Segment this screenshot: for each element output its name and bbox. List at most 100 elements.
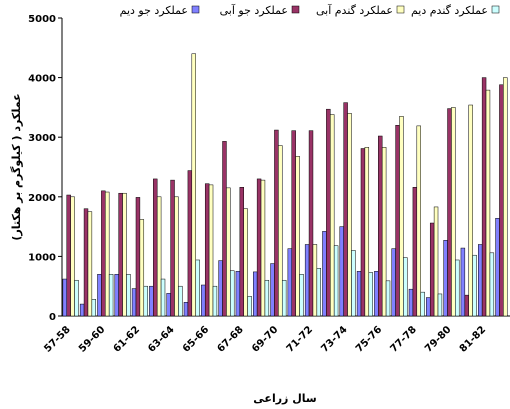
bar bbox=[395, 125, 400, 317]
legend-label: عملکرد گندم آبی bbox=[316, 3, 393, 17]
bar bbox=[495, 218, 500, 317]
bar bbox=[170, 179, 175, 317]
bar bbox=[114, 274, 119, 317]
bar bbox=[149, 285, 154, 317]
bar bbox=[429, 222, 435, 317]
x-tick-label: 61-62 bbox=[112, 324, 142, 354]
legend-swatch bbox=[491, 5, 500, 14]
bar bbox=[299, 274, 304, 317]
x-tick-label: 57-58 bbox=[42, 324, 72, 354]
x-tick-label: 75-76 bbox=[354, 324, 384, 354]
bar bbox=[87, 211, 93, 317]
legend-label: عملکرد جو دیم bbox=[120, 4, 188, 17]
bar bbox=[278, 145, 283, 317]
bar bbox=[478, 244, 483, 317]
bar bbox=[291, 130, 296, 317]
bar bbox=[118, 192, 123, 317]
bar bbox=[408, 288, 414, 317]
bar bbox=[126, 274, 131, 317]
bar bbox=[260, 179, 266, 317]
bar bbox=[503, 77, 508, 317]
bar bbox=[374, 271, 379, 317]
x-tick-label: 69-70 bbox=[250, 324, 280, 354]
bar bbox=[218, 260, 223, 317]
bar bbox=[304, 244, 310, 317]
bar bbox=[191, 53, 196, 317]
bar bbox=[264, 279, 270, 317]
bar bbox=[101, 190, 106, 317]
bar bbox=[66, 194, 71, 317]
bar bbox=[62, 278, 68, 317]
bar bbox=[455, 259, 460, 317]
bar bbox=[412, 187, 418, 317]
bar bbox=[312, 244, 318, 317]
bar bbox=[183, 302, 189, 317]
bar bbox=[160, 278, 166, 317]
bar bbox=[131, 288, 137, 317]
y-axis-title: عملکرد ( کیلوگرم بر هکتار) bbox=[10, 93, 23, 240]
bar bbox=[208, 184, 214, 317]
bar bbox=[74, 279, 79, 317]
x-tick-label: 79-80 bbox=[423, 324, 453, 354]
bar bbox=[399, 116, 404, 317]
bar bbox=[247, 296, 252, 317]
bar bbox=[360, 148, 366, 317]
bar bbox=[347, 113, 352, 317]
y-tick-label: 1000 bbox=[28, 252, 56, 263]
bar bbox=[79, 303, 85, 317]
bar bbox=[356, 271, 362, 317]
x-tick-label: 65-66 bbox=[181, 324, 211, 354]
bar bbox=[351, 250, 356, 317]
x-tick-label: 81-82 bbox=[458, 324, 488, 354]
bar bbox=[464, 294, 469, 317]
legend-swatch bbox=[191, 5, 200, 14]
bar bbox=[433, 206, 439, 317]
bar bbox=[166, 293, 171, 317]
x-tick-label: 67-68 bbox=[215, 324, 245, 354]
bar bbox=[489, 252, 495, 317]
bar bbox=[187, 170, 193, 317]
legend-swatch bbox=[291, 5, 300, 14]
bar bbox=[343, 102, 348, 317]
bar bbox=[70, 196, 75, 317]
bar bbox=[253, 271, 258, 317]
bar bbox=[330, 114, 335, 317]
bar bbox=[195, 259, 200, 317]
bar bbox=[108, 274, 114, 317]
y-tick-label: 0 bbox=[49, 312, 56, 323]
bar bbox=[122, 192, 127, 317]
bar bbox=[426, 297, 431, 317]
bar bbox=[256, 178, 262, 317]
x-tick-label: 71-72 bbox=[285, 324, 315, 354]
bar bbox=[83, 208, 89, 317]
bar bbox=[212, 285, 218, 317]
bar bbox=[243, 208, 248, 317]
bar bbox=[230, 270, 235, 317]
bar bbox=[178, 285, 183, 317]
bar bbox=[222, 141, 227, 317]
bar bbox=[239, 187, 244, 317]
y-tick-label: 4000 bbox=[28, 74, 56, 85]
bar bbox=[295, 156, 300, 317]
bar bbox=[468, 104, 473, 317]
x-tick-label: 63-64 bbox=[146, 324, 176, 354]
bar bbox=[460, 247, 466, 317]
bar bbox=[274, 129, 279, 317]
x-tick-label: 77-78 bbox=[389, 324, 419, 354]
bar bbox=[437, 293, 443, 317]
bar bbox=[485, 89, 491, 317]
bar bbox=[391, 248, 396, 317]
bar bbox=[97, 274, 102, 317]
bar bbox=[385, 280, 391, 317]
bar bbox=[139, 219, 145, 317]
y-tick-label: 2000 bbox=[28, 193, 56, 204]
y-tick-label: 5000 bbox=[28, 14, 56, 25]
x-axis-title: سال زراعی bbox=[253, 392, 316, 405]
bar bbox=[204, 183, 210, 317]
bar bbox=[378, 135, 383, 317]
bar bbox=[481, 77, 487, 317]
bar bbox=[326, 108, 331, 317]
bar bbox=[201, 284, 206, 317]
bar bbox=[364, 147, 370, 317]
bar bbox=[416, 125, 421, 317]
